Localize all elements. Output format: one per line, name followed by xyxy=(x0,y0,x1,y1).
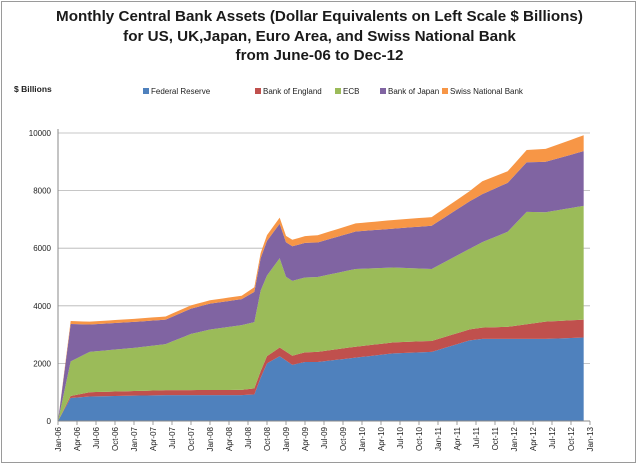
x-tick-label: Oct-09 xyxy=(339,426,348,451)
legend-swatch xyxy=(143,88,149,94)
x-tick-label: Jan-13 xyxy=(586,426,595,451)
legend-swatch xyxy=(380,88,386,94)
x-tick-label: Apr-06 xyxy=(73,426,82,451)
x-tick-label: Jul-07 xyxy=(168,426,177,448)
x-tick-label: Jan-12 xyxy=(510,426,519,451)
legend-label: Bank of Japan xyxy=(388,87,439,96)
series-area-bank-of-england xyxy=(58,319,584,421)
y-tick-labels: 0 2000 4000 6000 8000 10000 xyxy=(29,129,52,426)
y-tick-label: 10000 xyxy=(29,129,52,138)
legend-label: Bank of England xyxy=(263,87,322,96)
legend-swatch xyxy=(442,88,448,94)
y-tick-label: 4000 xyxy=(33,302,51,311)
legend-label: ECB xyxy=(343,87,359,96)
series-area-ecb xyxy=(58,205,584,421)
legend-swatch xyxy=(255,88,261,94)
y-tick-label: 8000 xyxy=(33,187,51,196)
x-tick-label: Oct-12 xyxy=(567,426,576,451)
x-tick-label: Jul-06 xyxy=(92,426,101,448)
x-tick-label: Jul-12 xyxy=(548,426,557,448)
x-tick-label: Oct-08 xyxy=(263,426,272,451)
x-tick-label: Jan-11 xyxy=(434,426,443,450)
legend-label: Swiss National Bank xyxy=(450,87,524,96)
x-tick-label: Jan-09 xyxy=(282,426,291,451)
x-tick-label: Apr-09 xyxy=(301,426,310,451)
chart-title: Monthly Central Bank Assets (Dollar Equi… xyxy=(0,7,639,66)
legend: Federal Reserve Bank of England ECB Bank of… xyxy=(143,87,524,96)
x-tick-label: Apr-10 xyxy=(377,426,386,451)
x-tick-label: Apr-08 xyxy=(225,426,234,451)
x-tick-label: Apr-11 xyxy=(453,426,462,450)
legend-swatch xyxy=(335,88,341,94)
legend-label: Federal Reserve xyxy=(151,87,211,96)
y-tick-label: 0 xyxy=(47,417,52,426)
x-tick-label: Oct-06 xyxy=(111,426,120,451)
x-tick-label: Oct-07 xyxy=(187,426,196,451)
x-tick-label: Jul-10 xyxy=(396,426,405,448)
x-tick-label: Apr-07 xyxy=(149,426,158,451)
x-tick-labels: Jan-06 Apr-06 Jul-06 Oct-06 Jan-07 Apr-07 Jul-… xyxy=(54,421,595,451)
x-tick-label: Jan-07 xyxy=(130,426,139,451)
x-tick-label: Jul-08 xyxy=(244,426,253,448)
x-tick-label: Jul-11 xyxy=(472,426,481,448)
title-line-1: Monthly Central Bank Assets (Dollar Equi… xyxy=(56,8,583,25)
series-area-federal-reserve xyxy=(58,337,584,421)
area-series xyxy=(58,135,584,422)
series-area-swiss-national-bank xyxy=(58,135,584,422)
y-tick-label: 6000 xyxy=(33,244,51,253)
title-line-2: for US, UK,Japan, Euro Area, and Swiss N… xyxy=(123,27,516,45)
x-tick-label: Jul-09 xyxy=(320,426,329,448)
x-tick-label: Jan-08 xyxy=(206,426,215,451)
title-line-3: from June-06 to Dec-12 xyxy=(235,47,404,64)
x-tick-label: Jan-10 xyxy=(358,426,367,451)
x-tick-label: Jan-06 xyxy=(54,426,63,451)
y-tick-label: 2000 xyxy=(33,359,51,368)
x-tick-label: Oct-11 xyxy=(491,426,500,450)
x-tick-label: Apr-12 xyxy=(529,426,538,451)
y-axis-label: $ Billions xyxy=(14,84,52,94)
series-area-bank-of-japan xyxy=(58,151,584,421)
x-tick-label: Oct-10 xyxy=(415,426,424,451)
